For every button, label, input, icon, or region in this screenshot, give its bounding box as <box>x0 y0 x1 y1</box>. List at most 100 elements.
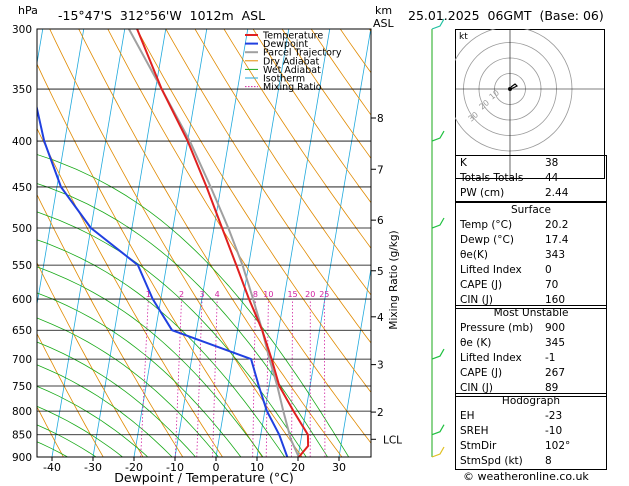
wind-barb <box>431 424 445 436</box>
mixing-ratio-label: 8 <box>253 290 258 299</box>
wet-adiabat-line <box>37 385 149 457</box>
mixing-ratio-line <box>174 299 182 457</box>
mixing-ratio-label: 20 <box>305 290 315 299</box>
legend-entry: Wet Adiabat <box>263 65 321 76</box>
pressure-tick-label: 850 <box>12 430 32 442</box>
surface-row-dewp: Dewp (°C) 17.4 <box>460 234 569 246</box>
mu-row-pressure: Pressure (mb) 900 <box>460 322 566 334</box>
x-tick-label: -20 <box>125 461 143 474</box>
dry-adiabat-line <box>78 29 343 457</box>
wet-adiabat-line <box>37 405 123 457</box>
pressure-tick-label: 800 <box>12 406 32 418</box>
legend-entry: Dewpoint <box>263 39 308 50</box>
pressure-tick-label: 700 <box>12 354 32 366</box>
x-tick-label: -10 <box>166 461 184 474</box>
isotherm-line <box>37 29 85 307</box>
x-tick-label: 10 <box>250 461 264 474</box>
wet-adiabat-line <box>37 211 307 457</box>
index-row-k: K 38 <box>460 157 559 169</box>
legend-entry: Isotherm <box>263 74 305 85</box>
mixing-ratio-line <box>252 299 256 457</box>
pressure-tick-label: 350 <box>12 84 32 96</box>
x-tick-label: -30 <box>84 461 102 474</box>
pressure-tick-label: 900 <box>12 452 32 464</box>
pressure-tick-label: 400 <box>12 136 32 148</box>
legend-entry: Mixing Ratio <box>263 82 322 93</box>
hodograph-table: Hodograph EH -23 SREH -10 StmDir 102° StmSp… <box>455 393 607 470</box>
mixing-ratio-line <box>212 299 218 457</box>
hodograph-unit: kt <box>459 32 468 42</box>
surface-row-li: Lifted Index 0 <box>460 264 552 276</box>
mixing-ratio-label: 4 <box>215 290 220 299</box>
km-tick-label: 2 <box>377 407 384 419</box>
mixing-ratio-label: 3 <box>200 290 205 299</box>
km-tick-label: 4 <box>377 312 384 324</box>
wind-barb <box>431 446 445 458</box>
mu-row-cin: CIN (J) 89 <box>460 382 559 394</box>
wet-adiabat-line <box>37 239 286 457</box>
indices-table: K 38 Totals Totals 44 PW (cm) 2.44 <box>455 155 607 202</box>
isotherm-line <box>133 29 208 457</box>
surface-row-cin: CIN (J) 160 <box>460 294 566 306</box>
hodo-row-eh: EH -23 <box>460 410 563 422</box>
pressure-tick-label: 500 <box>12 223 32 235</box>
surface-row-cape: CAPE (J) 70 <box>460 279 559 291</box>
wet-adiabat-line <box>37 341 196 457</box>
surface-row-thetae: θe(K) 343 <box>460 249 566 261</box>
isotherm-line <box>256 29 331 457</box>
wind-barb <box>431 217 445 229</box>
km-tick-label: 3 <box>377 360 384 372</box>
most-unstable-title: Most Unstable <box>493 307 569 319</box>
location-title: -15°47'S 312°56'W 1012m ASL <box>58 8 266 23</box>
x-tick-label: 0 <box>213 461 220 474</box>
isotherm-line <box>0 29 2 457</box>
km-tick-label: 8 <box>377 113 384 125</box>
hodograph-trace <box>509 83 519 90</box>
x-tick-label: 30 <box>332 461 346 474</box>
mixing-ratio-label: 2 <box>179 290 184 299</box>
km-label: km <box>375 4 393 17</box>
copyright[interactable]: © weatheronline.co.uk <box>463 470 589 483</box>
index-row-pw: PW (cm) 2.44 <box>460 187 569 199</box>
mixing-ratio-label: 15 <box>287 290 297 299</box>
pressure-tick-label: 650 <box>12 325 32 337</box>
pressure-tick-label: 550 <box>12 260 32 272</box>
pressure-tick-label: 600 <box>12 294 32 306</box>
wind-barb <box>431 18 445 30</box>
km-tick-label: 5 <box>377 266 384 278</box>
storm-motion-marker <box>508 87 512 91</box>
isotherm-line <box>338 266 371 457</box>
isotherm-line <box>51 29 126 457</box>
mixing-ratio-axis-label: Mixing Ratio (g/kg) <box>388 230 400 329</box>
km-tick-label: LCL <box>383 434 402 446</box>
plot-frame <box>36 28 372 458</box>
legend-entry: Parcel Trajectory <box>263 48 342 59</box>
asl-label: ASL <box>373 17 394 30</box>
datetime-label: 25.01.2025 06GMT (Base: 06) <box>408 8 604 23</box>
mu-row-cape: CAPE (J) 267 <box>460 367 566 379</box>
hodograph-table-title: Hodograph <box>501 395 561 407</box>
mixing-ratio-label: 10 <box>263 290 273 299</box>
mu-row-thetae: θe (K) 345 <box>460 337 566 349</box>
isotherm-line <box>297 29 371 457</box>
parcel-trajectory-line <box>128 29 300 457</box>
mixing-ratio-label: 1 <box>146 290 151 299</box>
surface-row-temp: Temp (°C) 20.2 <box>460 219 569 231</box>
mu-row-li: Lifted Index -1 <box>460 352 556 364</box>
legend-entry: Dry Adiabat <box>263 56 320 67</box>
dry-adiabat-line <box>107 29 371 444</box>
wet-adiabat-line <box>37 317 219 457</box>
temperature-line <box>136 29 310 457</box>
km-tick-label: 6 <box>377 215 384 227</box>
pressure-tick-label: 300 <box>12 24 32 36</box>
pressure-tick-label: 750 <box>12 381 32 393</box>
legend-entry: Temperature <box>262 31 323 42</box>
hpa-label: hPa <box>18 4 38 17</box>
km-tick-label: 7 <box>377 164 384 176</box>
dewpoint-line <box>37 104 289 457</box>
wet-adiabat-line <box>37 183 328 457</box>
hodo-row-sreh: SREH -10 <box>460 425 563 437</box>
hodograph: kt 10 20 30 <box>455 29 605 179</box>
x-axis-label: Dewpoint / Temperature (°C) <box>114 470 293 485</box>
